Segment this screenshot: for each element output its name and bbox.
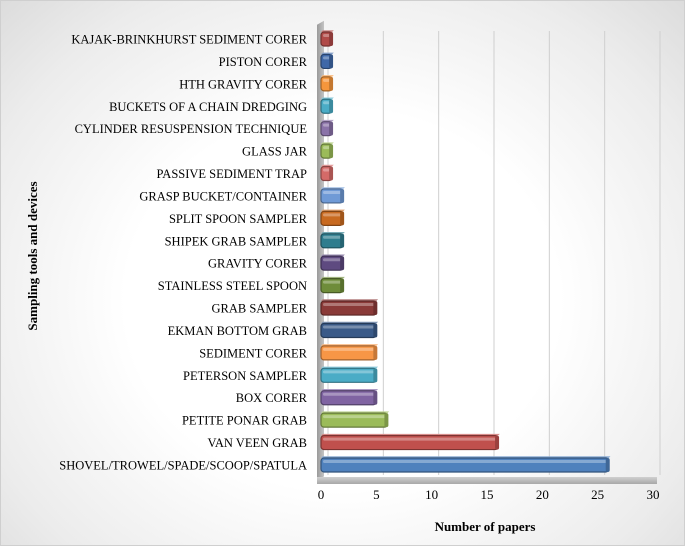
category-label: CYLINDER RESUSPENSION TECHNIQUE [75,122,308,136]
bar-end [373,323,378,338]
x-axis-title: Number of papers [435,519,536,534]
bar-highlight [323,146,331,150]
bar [320,433,500,451]
y-axis-title: Sampling tools and devices [25,181,40,330]
plot-base [317,20,657,484]
category-label: BUCKETS OF A CHAIN DREDGING [109,100,307,114]
bar [320,276,345,294]
category-label: KAJAK-BRINKHURST SEDIMENT CORER [71,33,307,47]
x-tick-label: 0 [318,487,325,502]
bar-end [329,32,334,46]
bar-highlight [323,34,331,37]
bar-highlight [323,280,342,284]
bar [320,388,379,406]
category-label: GLASS JAR [242,145,308,159]
bar-highlight [323,168,331,172]
bar-highlight [323,190,342,194]
bar [320,299,379,316]
bar-highlight [323,303,375,307]
bar-end [495,435,500,450]
x-tick-label: 10 [425,487,438,502]
category-label: SHOVEL/TROWEL/SPADE/SCOOP/SPATULA [59,459,307,473]
category-label: GRAVITY CORER [208,257,308,271]
category-label: PETITE PONAR GRAB [182,414,307,428]
bar-end [340,233,345,248]
category-label: VAN VEEN GRAB [207,436,307,450]
bar-end [329,166,334,181]
category-label: PETERSON SAMPLER [183,369,308,383]
bar-end [373,301,378,316]
bar [320,75,334,92]
bar [320,456,611,473]
bar-highlight [323,325,375,329]
bar-end [373,390,378,405]
bar-end [373,368,378,383]
x-tick-label: 15 [481,487,494,502]
bar-highlight [323,213,342,217]
bar-end [340,188,345,203]
bar [320,164,334,182]
category-label: PISTON CORER [219,55,308,69]
category-labels: KAJAK-BRINKHURST SEDIMENT CORER PISTON CO… [59,33,307,473]
bar-highlight [323,78,331,82]
bar-highlight [323,437,497,441]
category-label: GRAB SAMPLER [211,302,307,316]
bar-highlight [323,370,375,374]
bars [320,30,611,473]
bar-highlight [323,101,331,105]
bar-end [605,458,610,472]
bar-end [373,345,378,360]
category-label: GRASP BUCKET/CONTAINER [139,189,307,203]
bar-highlight [323,56,331,60]
bar-highlight [323,235,342,239]
category-label: EKMAN BOTTOM GRAB [168,324,307,338]
bar-end [340,278,345,293]
category-label: BOX CORER [236,391,308,405]
bar [320,411,390,428]
bar-end [329,121,334,136]
bar [320,209,345,226]
category-label: HTH GRAVITY CORER [179,77,307,91]
x-tick-labels: 0 5 10 15 20 25 30 [318,487,660,502]
bar [320,30,334,47]
bar-end [329,54,334,69]
bar-highlight [323,123,331,127]
plot-side-wall [317,20,324,483]
bar [320,344,379,361]
bar [320,142,334,159]
x-tick-label: 25 [591,487,604,502]
x-tick-label: 5 [373,487,380,502]
bar-end [329,76,334,91]
bar [320,97,334,114]
bar [320,366,379,383]
bar [320,254,345,271]
bar [320,52,334,70]
bar-end [329,99,334,114]
bar [320,321,379,339]
bar-highlight [323,347,375,351]
category-label: SPLIT SPOON SAMPLER [169,212,308,226]
bar-end [329,144,334,159]
category-label: PASSIVE SEDIMENT TRAP [156,167,307,181]
x-tick-label: 20 [536,487,549,502]
category-label: SHIPEK GRAB SAMPLER [165,234,308,248]
bar-end [340,256,345,271]
gridlines [327,31,661,475]
bar-end [384,413,389,428]
x-tick-label: 30 [647,487,660,502]
bar [320,232,345,249]
plot-floor [317,477,657,484]
bar-highlight [323,258,342,262]
bar-highlight [323,392,375,396]
bar-end [340,211,345,226]
category-label: STAINLESS STEEL SPOON [158,279,307,293]
bar-highlight [323,460,607,463]
bar [320,119,334,137]
bar-highlight [323,415,386,419]
category-label: SEDIMENT CORER [199,346,307,360]
bar [320,187,345,204]
